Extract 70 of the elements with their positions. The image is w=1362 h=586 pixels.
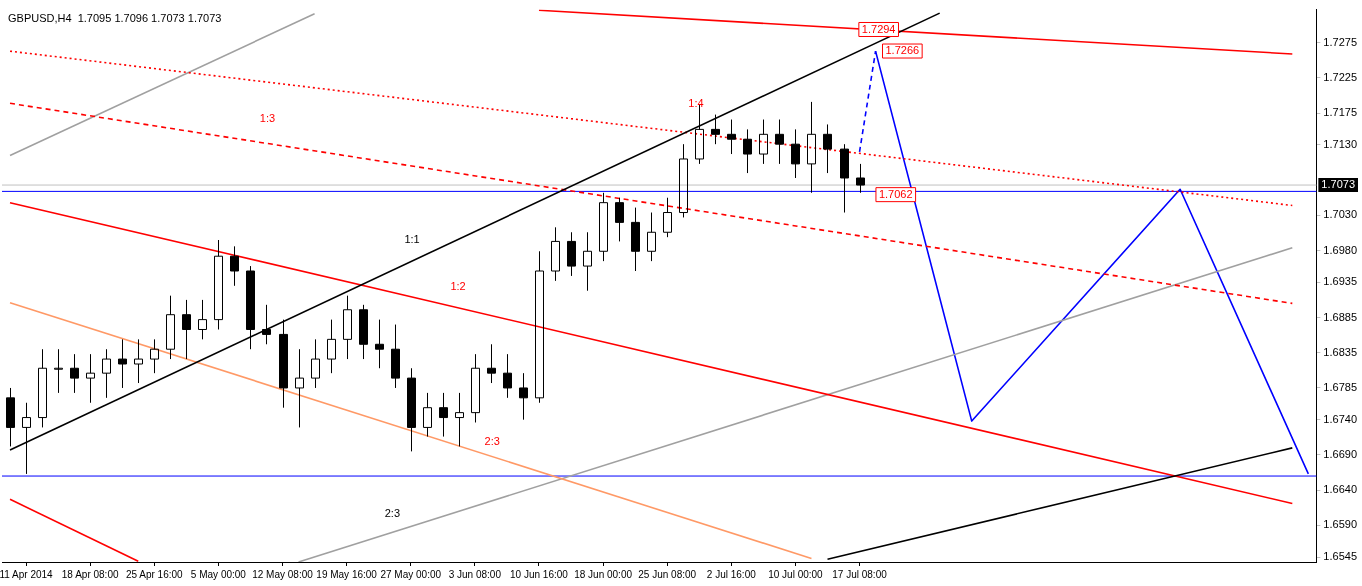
x-tick-label: 18 Jun 00:00	[574, 568, 633, 580]
candlestick	[295, 348, 304, 428]
chart-title: GBPUSD,H4 1.7095 1.7096 1.7073 1.7073	[8, 12, 222, 25]
candlestick	[54, 348, 63, 394]
x-tick-label: 11 Apr 2014	[0, 568, 54, 580]
annotation: 1.7062	[878, 187, 913, 200]
y-tick-label: 1.7225	[1323, 70, 1358, 83]
candlestick	[599, 192, 608, 262]
x-tick-label: 3 Jun 08:00	[448, 568, 502, 580]
y-tick-label: 1.6640	[1323, 483, 1358, 496]
annotation: 2:3	[384, 506, 401, 519]
y-tick-label: 1.7275	[1323, 35, 1358, 48]
y-tick-label: 1.6980	[1323, 243, 1358, 256]
y-tick-label: 1.6835	[1323, 345, 1358, 358]
annotation: 1:2	[450, 280, 466, 293]
candlestick	[343, 295, 352, 360]
candlestick	[38, 348, 47, 428]
y-tick-label: 1.7130	[1323, 137, 1358, 150]
candlestick	[455, 392, 464, 447]
x-tick-label: 10 Jul 00:00	[768, 568, 824, 580]
candlestick	[150, 338, 159, 374]
candlestick	[327, 319, 336, 374]
annotation: 1:4	[688, 96, 704, 109]
candlestick	[647, 212, 656, 262]
candlestick	[551, 226, 560, 282]
candlestick	[583, 231, 592, 292]
x-tick-label: 12 May 08:00	[252, 568, 314, 580]
candlestick	[679, 143, 688, 218]
candlestick	[759, 119, 768, 165]
y-tick-label: 1.6590	[1323, 518, 1358, 531]
candlestick	[134, 338, 143, 384]
y-tick-label: 1.6885	[1323, 310, 1358, 323]
ref-line-label: 1.7073	[1321, 178, 1356, 191]
candlestick	[6, 387, 15, 447]
candlestick	[166, 295, 175, 360]
candlestick	[471, 353, 480, 423]
candlestick	[182, 299, 191, 360]
candlestick	[198, 299, 207, 340]
candlestick	[663, 197, 672, 238]
y-tick-label: 1.6690	[1323, 447, 1358, 460]
candlestick	[102, 348, 111, 399]
candlestick	[262, 304, 271, 345]
y-tick-label: 1.7175	[1323, 106, 1358, 119]
candlestick	[214, 239, 223, 330]
y-tick-label: 1.6785	[1323, 381, 1358, 393]
candlestick	[359, 304, 368, 360]
y-tick-label: 1.6935	[1323, 275, 1358, 288]
annotation: 1.7294	[861, 22, 896, 35]
x-tick-label: 2 Jul 16:00	[706, 568, 757, 580]
annotation: 1.7266	[885, 44, 920, 57]
candlestick	[807, 101, 816, 194]
x-tick-label: 25 Apr 16:00	[125, 568, 184, 580]
x-tick-label: 27 May 00:00	[380, 568, 442, 580]
candlestick	[311, 338, 320, 389]
x-tick-label: 10 Jun 16:00	[510, 568, 569, 580]
annotation: 1:3	[259, 112, 276, 125]
y-tick-label: 1.6740	[1323, 412, 1358, 425]
y-tick-label: 1.6545	[1323, 550, 1358, 563]
candlestick	[535, 250, 544, 404]
candlestick	[615, 197, 624, 242]
annotation: 2:3	[484, 435, 500, 448]
x-tick-label: 19 May 16:00	[316, 568, 378, 580]
x-tick-label: 18 Apr 08:00	[61, 568, 119, 580]
x-tick-label: 25 Jun 08:00	[638, 568, 697, 580]
y-tick-label: 1.7030	[1323, 208, 1358, 221]
candlestick	[86, 353, 95, 404]
x-tick-label: 17 Jul 08:00	[832, 568, 888, 580]
annotation: 1:1	[404, 232, 420, 245]
candlestick	[423, 392, 432, 438]
x-tick-label: 5 May 00:00	[190, 568, 247, 580]
